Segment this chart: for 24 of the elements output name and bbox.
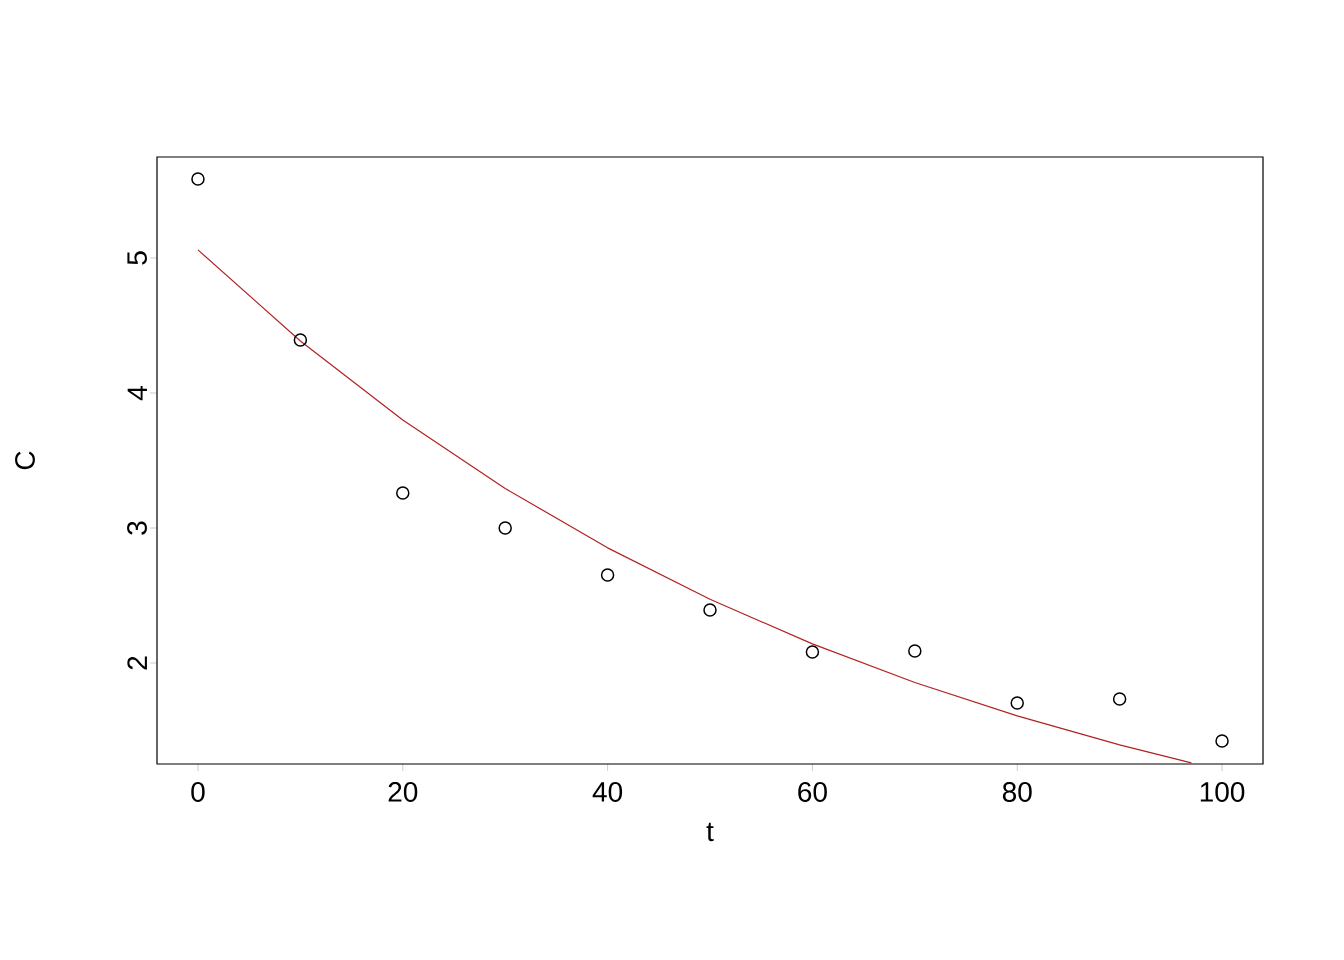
y-tick-label: 3 [127,521,147,535]
point [1010,696,1024,710]
point [498,521,512,535]
x-tick-label: 20 [388,782,418,802]
x-tick-label: 0 [191,782,205,802]
point [396,486,410,500]
x-tick-label: 40 [592,782,623,802]
x-tick-label: 80 [1002,782,1032,802]
y-tick-label: 2 [127,656,147,670]
y-axis-title: C [15,451,35,470]
x-axis-title: t [706,822,714,842]
point [1215,734,1229,748]
point [1112,692,1127,706]
point [293,333,308,347]
point [191,172,205,186]
point [908,644,922,658]
line-series [197,249,1192,764]
y-tick-label: 4 [127,386,147,401]
point [805,645,820,659]
point [600,568,615,582]
x-tick-label: 60 [798,782,827,802]
point [703,603,717,617]
y-tick-label: 5 [127,251,147,265]
x-tick-label: 100 [1200,782,1245,802]
